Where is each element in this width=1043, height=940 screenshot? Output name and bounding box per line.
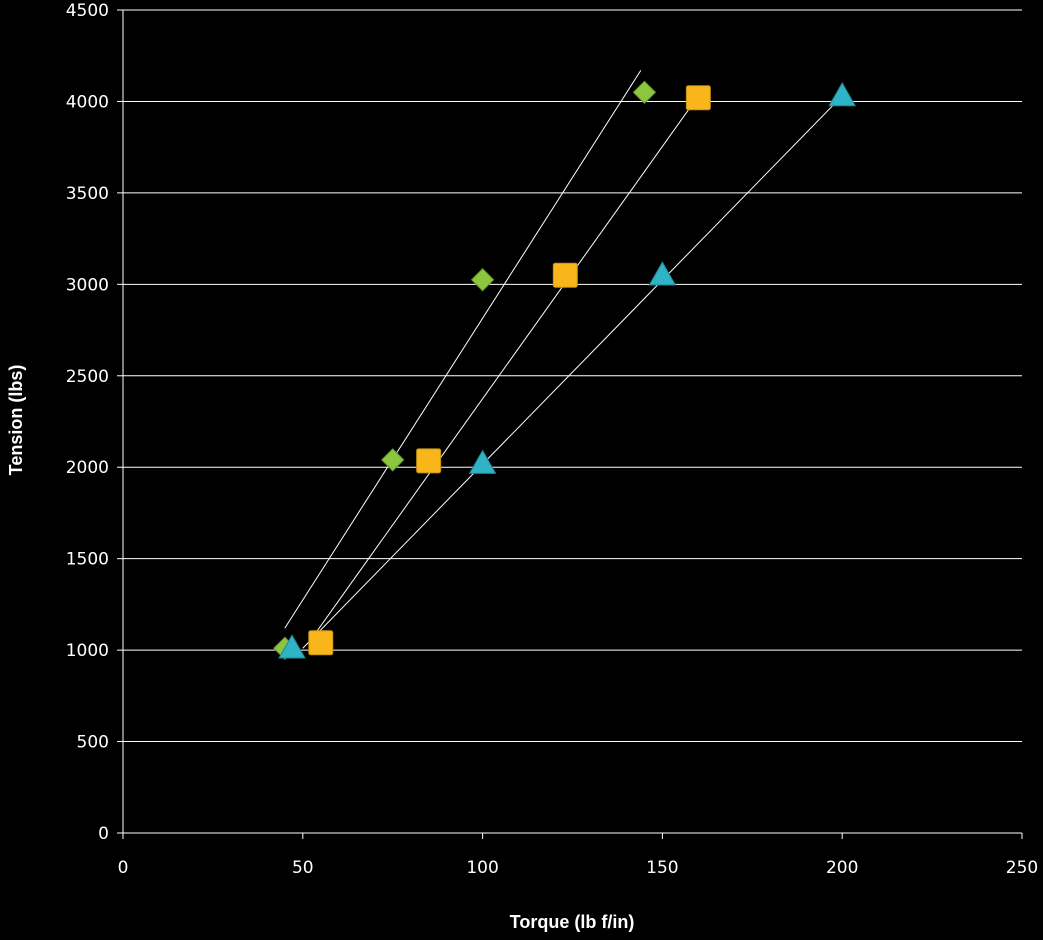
data-point-diamond [380,448,405,472]
y-tick-label: 0 [98,824,109,844]
data-point-square [552,262,578,288]
axes [122,10,1022,834]
data-point-square [308,630,334,656]
y-tick-label: 4000 [66,92,109,112]
gridlines [123,9,1022,743]
x-axis-title: Torque (lb f/in) [510,912,635,932]
data-point-triangle [828,81,857,107]
data-point-diamond [632,80,657,105]
trendline-triangle [302,95,843,649]
x-tick-label: 200 [826,858,858,878]
x-tick-label: 50 [292,858,314,878]
y-axis-title: Tension (lbs) [6,365,26,476]
y-tick-labels: 0 500 1000 1500 2000 2500 3000 3500 4000 4500 [66,1,123,844]
y-tick-label: 2500 [66,367,109,387]
x-tick-label: 100 [466,858,498,878]
y-tick-label: 4500 [66,1,109,21]
y-tick-label: 1000 [66,641,109,661]
y-tick-label: 2000 [66,458,109,478]
y-tick-label: 1500 [66,550,109,570]
data-point-diamond [470,268,495,292]
trendline-diamond [284,70,642,629]
data-point-square [685,85,711,111]
data-markers [273,80,857,660]
x-tick-label: 150 [646,858,678,878]
data-point-triangle [278,634,306,659]
data-point-triangle [648,261,677,286]
trendlines [284,70,843,649]
x-tick-label: 0 [118,858,129,878]
y-tick-label: 500 [77,733,109,753]
y-tick-label: 3500 [66,184,109,204]
x-tick-label: 250 [1006,858,1038,878]
data-point-triangle [468,449,497,474]
y-tick-label: 3000 [66,275,109,295]
x-tick-labels: 0 50 100 150 200 250 [118,833,1038,878]
data-point-square [416,448,442,474]
trendline-square [309,95,699,642]
